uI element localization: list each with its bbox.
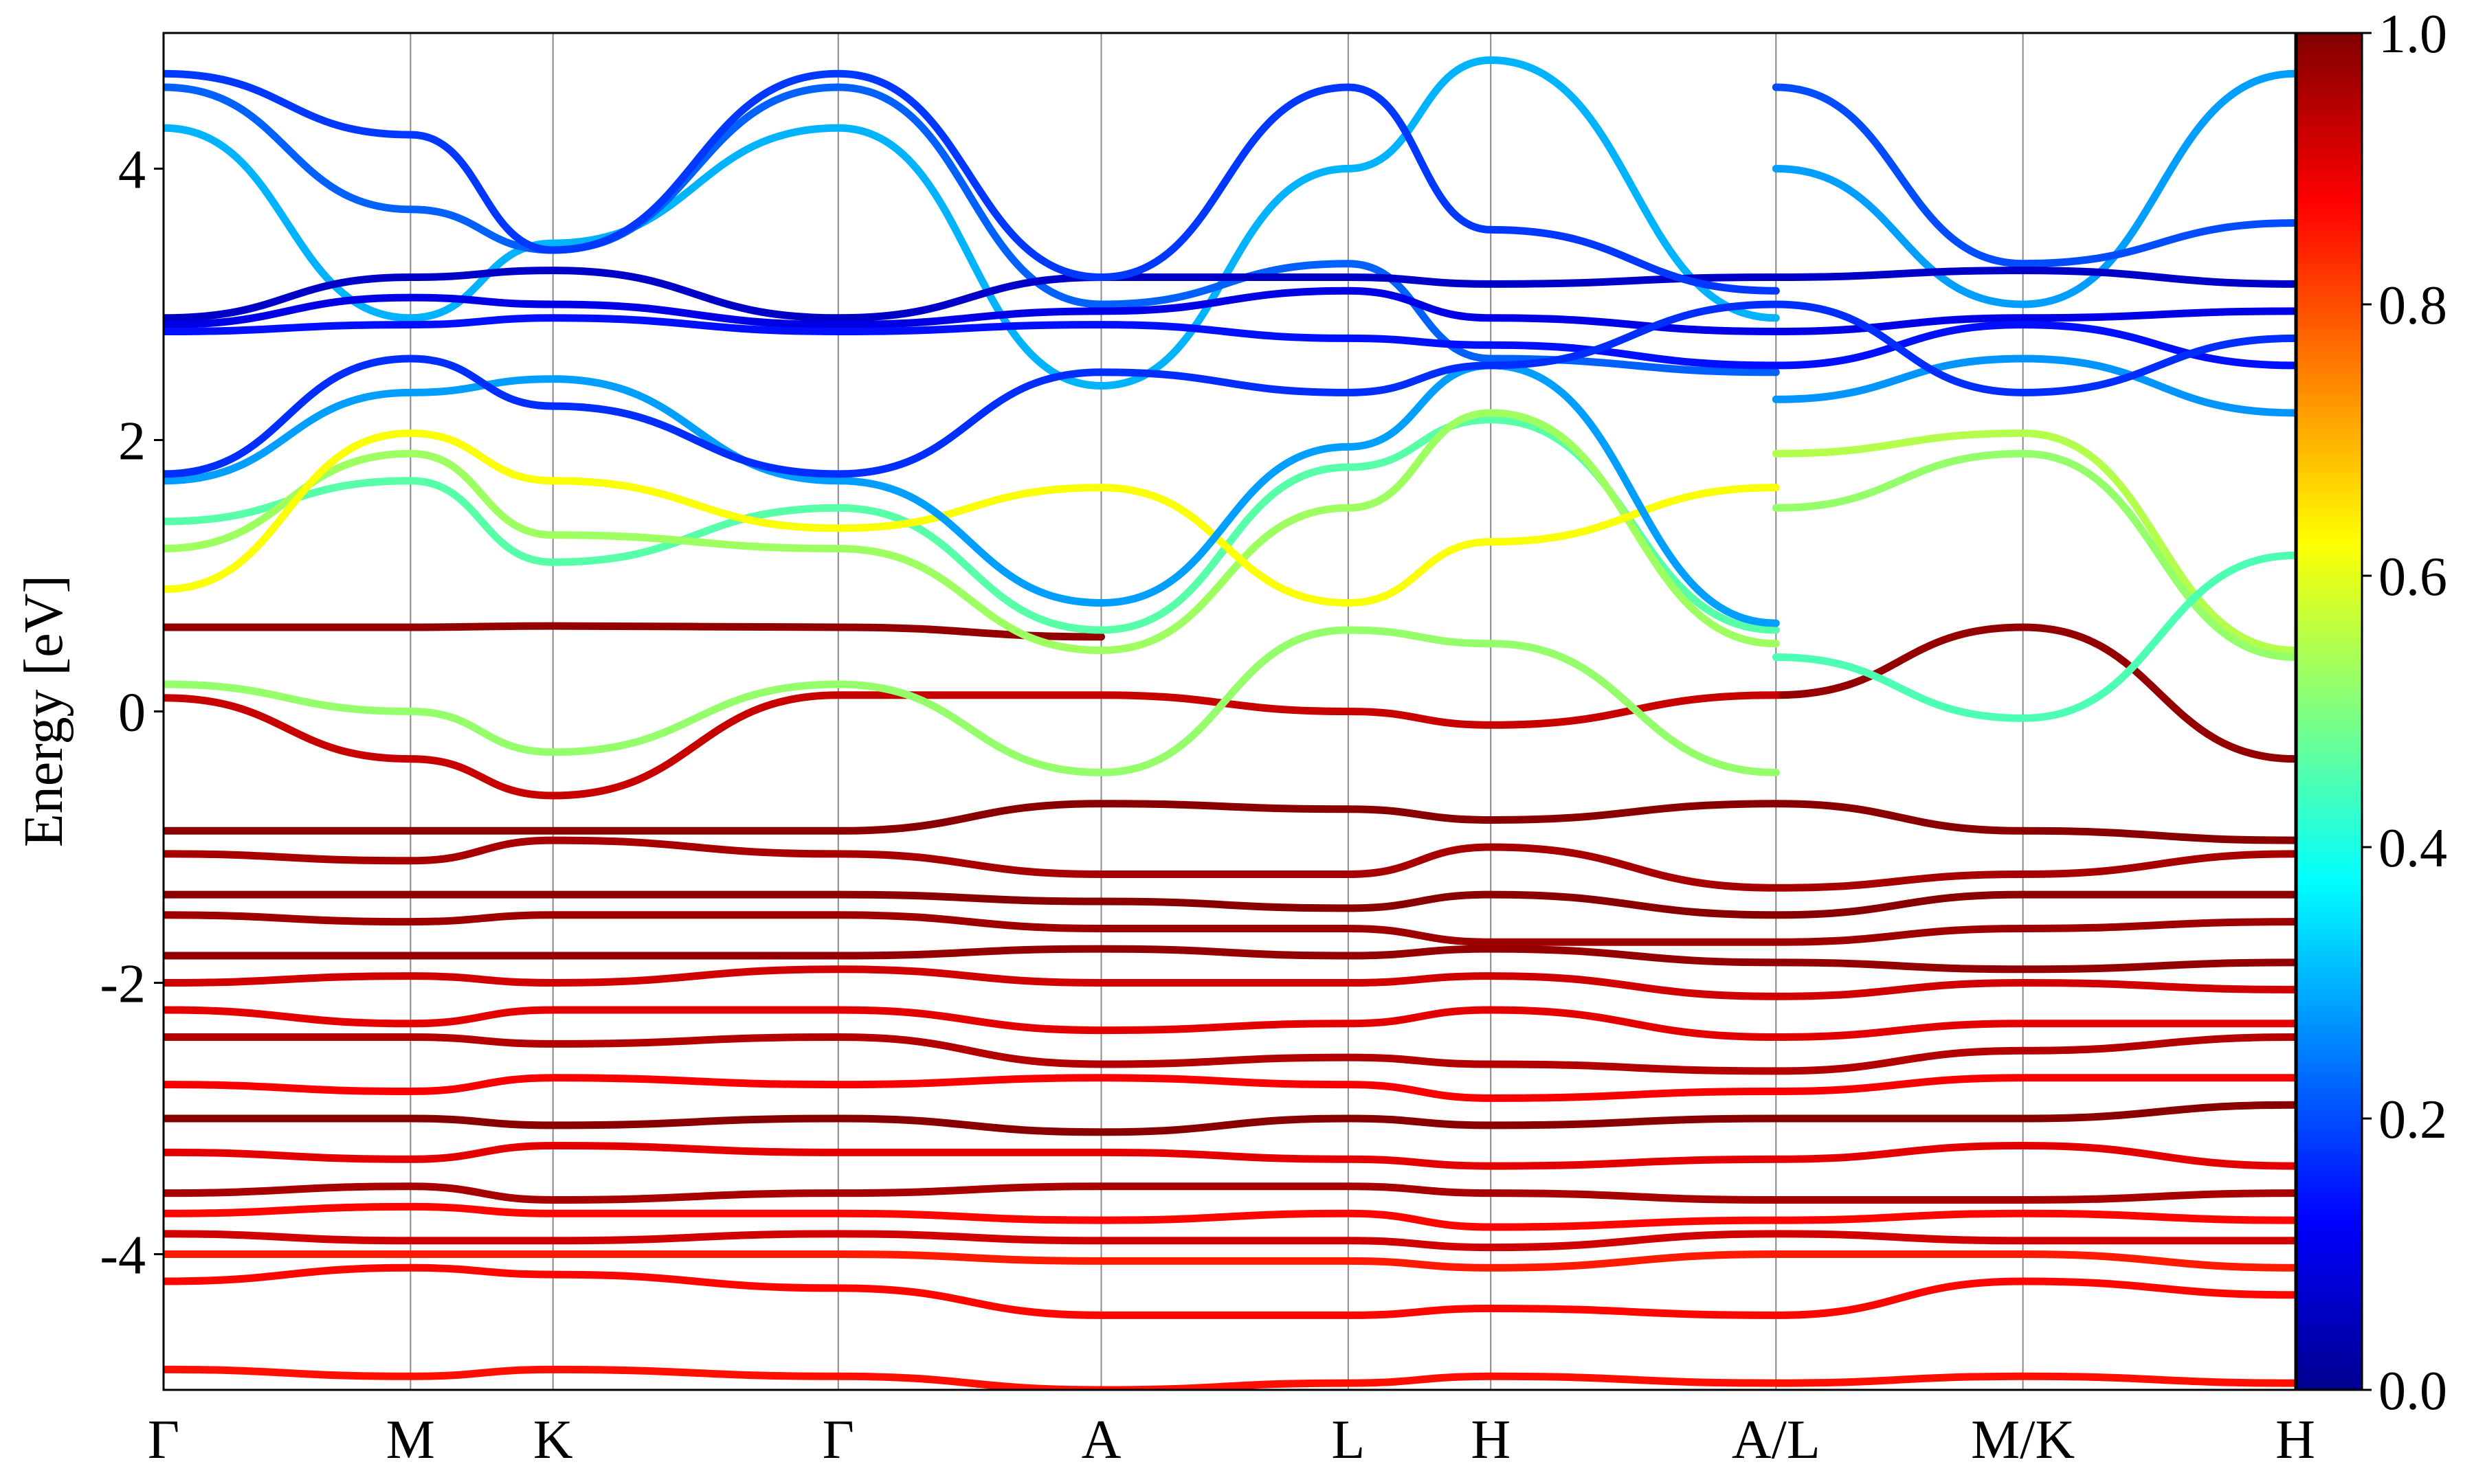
band-32 — [1772, 69, 2295, 308]
band-20 — [164, 1365, 2295, 1390]
x-tick-label-2: K — [533, 1410, 573, 1470]
band-23 — [164, 409, 1780, 655]
y-axis-label: Energy [eV] — [14, 575, 74, 847]
band-35 — [164, 286, 2295, 335]
y-tick-label-2: 0 — [118, 683, 146, 743]
band-5 — [164, 836, 2295, 892]
band-24 — [164, 429, 1780, 607]
band-36 — [164, 314, 2295, 370]
band-7 — [164, 911, 2295, 946]
y-tick-label-0: -4 — [100, 1226, 146, 1286]
x-tick-labels: Γ M K Γ A L H A/L M/K H — [148, 1410, 2315, 1470]
band-28 — [164, 361, 1780, 627]
band-15 — [164, 1182, 2295, 1204]
band-lines — [164, 56, 2295, 1390]
band-26 — [1772, 449, 2295, 661]
band-4 — [164, 800, 2295, 844]
x-tick-label-6: H — [1471, 1410, 1511, 1470]
y-tick-labels: -4 -2 0 2 4 — [100, 140, 164, 1286]
x-tick-label-7: A/L — [1732, 1410, 1820, 1470]
band-9 — [164, 965, 2295, 1000]
band-27 — [1772, 551, 2295, 722]
colorbar-tick-label-3: 0.6 — [2378, 547, 2447, 607]
colorbar-tick-label-1: 0.2 — [2378, 1090, 2447, 1150]
y-tick-label-1: -2 — [100, 954, 146, 1015]
band-13 — [164, 1101, 2295, 1136]
x-tick-label-9: H — [2275, 1410, 2315, 1470]
band-21 — [164, 626, 1780, 776]
band-12 — [164, 1074, 2295, 1102]
x-tick-label-0: Γ — [148, 1410, 179, 1470]
band-22 — [164, 416, 1780, 634]
band-2 — [1772, 623, 2295, 763]
band-18 — [164, 1250, 2295, 1272]
y-tick-label-4: 4 — [118, 140, 146, 201]
colorbar-tick-label-5: 1.0 — [2378, 4, 2447, 65]
band-37 — [164, 300, 2295, 478]
band-1 — [164, 622, 1105, 641]
band-14 — [164, 1142, 2295, 1170]
colorbar-tick-label-4: 0.8 — [2378, 276, 2447, 336]
band-10 — [164, 1006, 2295, 1041]
band-16 — [164, 1202, 2295, 1231]
x-tick-label-1: M — [386, 1410, 435, 1470]
band-19 — [164, 1263, 2295, 1319]
band-31 — [1772, 355, 2295, 417]
band-3 — [164, 691, 1780, 800]
band-8 — [164, 945, 2295, 974]
band-17 — [164, 1230, 2295, 1252]
colorbar — [2295, 32, 2363, 1391]
x-tick-label-3: Γ — [823, 1410, 854, 1470]
band-29 — [164, 56, 1780, 390]
x-tick-label-4: A — [1082, 1410, 1122, 1470]
band-6 — [164, 890, 2295, 919]
band-33 — [1772, 83, 2295, 268]
colorbar-tick-label-2: 0.4 — [2378, 818, 2447, 879]
x-tick-label-5: L — [1331, 1410, 1365, 1470]
colorbar-tick-label-0: 0.0 — [2378, 1361, 2447, 1421]
band-34 — [164, 267, 2295, 322]
band-38 — [164, 69, 1780, 295]
y-tick-label-3: 2 — [118, 412, 146, 472]
colorbar-tick-labels: 0.0 0.2 0.4 0.6 0.8 1.0 — [2362, 4, 2447, 1421]
band-25 — [1772, 429, 2295, 655]
band-11 — [164, 1033, 2295, 1075]
x-tick-label-8: M/K — [1971, 1410, 2075, 1470]
